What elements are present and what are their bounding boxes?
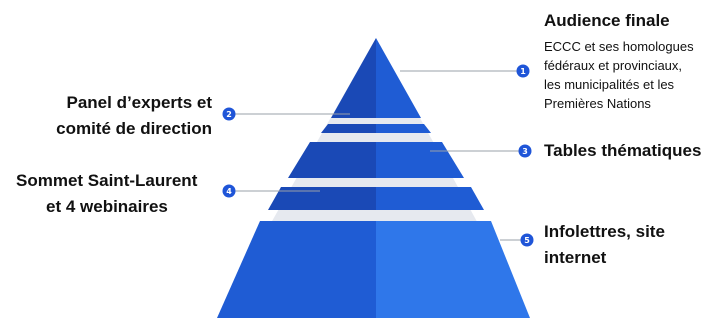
level-3-title: Tables thématiques	[544, 141, 702, 160]
pyramid-tier-5-left	[217, 221, 376, 318]
level-1-description-line: fédéraux et provinciaux,	[544, 58, 683, 73]
badge-1: 1	[516, 64, 530, 78]
pyramid-tier-1-right	[376, 38, 421, 118]
level-1-description-line: ECCC et ses homologues	[544, 39, 694, 54]
pyramid-tier-4-left	[268, 187, 376, 210]
level-4-title-line: et 4 webinaires	[46, 197, 168, 216]
level-2-title-line: Panel d’experts et	[66, 93, 212, 112]
level-2-title: Panel d’experts et comité de direction	[0, 90, 212, 142]
svg-text:2: 2	[226, 110, 232, 119]
level-5-title: Infolettres, site internet	[544, 219, 724, 271]
pyramid-tier-2-left	[321, 124, 376, 133]
badge-2: 2	[222, 107, 236, 121]
level-2-title-line: comité de direction	[56, 119, 212, 138]
pyramid-tier-3-right	[376, 142, 464, 178]
pyramid-tier-2-right	[376, 124, 431, 133]
level-4-title: Sommet Saint-Laurent et 4 webinaires	[16, 168, 216, 220]
level-5-title-line: internet	[544, 248, 607, 267]
level-1-description-line: Premières Nations	[544, 96, 651, 111]
badge-5: 5	[520, 233, 534, 247]
svg-text:5: 5	[524, 236, 530, 245]
svg-text:3: 3	[522, 147, 528, 156]
badge-3: 3	[518, 144, 532, 158]
level-1-description: ECCC et ses homologues fédéraux et provi…	[544, 37, 724, 113]
badge-4: 4	[222, 184, 236, 198]
level-4-title-line: Sommet Saint-Laurent	[16, 171, 198, 190]
pyramid-tier-5-right	[376, 221, 530, 318]
pyramid-tier-1-left	[331, 38, 376, 118]
pyramid-tier-4-right	[376, 187, 484, 210]
level-5-title-line: Infolettres, site	[544, 222, 665, 241]
svg-text:4: 4	[226, 187, 232, 196]
svg-text:1: 1	[520, 67, 526, 76]
pyramid-tier-3-left	[288, 142, 376, 178]
level-1-description-line: les municipalités et les	[544, 77, 675, 92]
level-1-title: Audience finale	[544, 11, 670, 30]
